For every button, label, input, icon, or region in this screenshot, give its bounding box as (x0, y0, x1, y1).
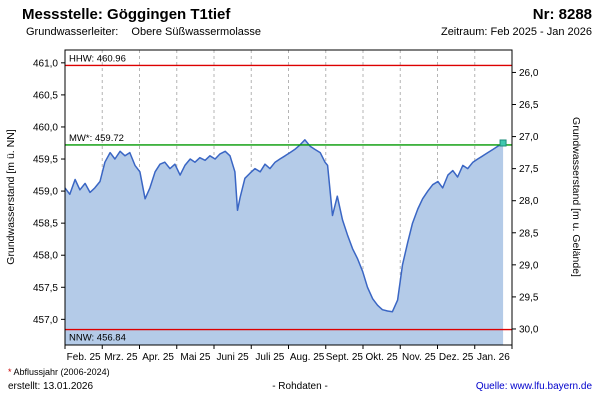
refline-label-nnw: NNW: 456.84 (69, 333, 126, 344)
x-tick-label: Sept. 25 (326, 352, 364, 363)
left-tick-label: 458,0 (33, 251, 58, 262)
footnote-text: Abflussjahr (2006-2024) (13, 367, 110, 377)
footnote: * Abflussjahr (2006-2024) (8, 367, 110, 377)
right-tick-label: 26,0 (519, 68, 539, 79)
right-tick-label: 29,5 (519, 292, 539, 303)
right-tick-label: 29,0 (519, 260, 539, 271)
right-tick-label: 28,0 (519, 196, 539, 207)
left-tick-label: 460,0 (33, 122, 58, 133)
aquifer-line: Grundwasserleiter: Obere Süßwassermolass… (26, 26, 261, 38)
left-tick-label: 458,5 (33, 219, 58, 230)
period-label: Zeitraum: Feb 2025 - Jan 2026 (440, 26, 592, 38)
x-tick-label: Apr. 25 (142, 352, 174, 363)
x-tick-label: Nov. 25 (402, 352, 436, 363)
refline-label-mw: MW*: 459.72 (69, 133, 124, 144)
rohdaten-label: - Rohdaten - (272, 381, 328, 392)
page-title: Messstelle: Göggingen T1tief (22, 6, 231, 23)
x-tick-label: Aug. 25 (290, 352, 325, 363)
x-tick-label: Feb. 25 (67, 352, 101, 363)
x-tick-label: Mai 25 (180, 352, 210, 363)
left-axis-title: Grundwasserstand [m ü. NN] (5, 129, 17, 264)
left-tick-label: 459,5 (33, 155, 58, 166)
created-label: erstellt: 13.01.2026 (8, 381, 94, 392)
groundwater-line (64, 139, 504, 313)
left-tick-label: 461,0 (33, 58, 58, 69)
right-tick-label: 26,5 (519, 100, 539, 111)
x-tick-label: Mrz. 25 (104, 352, 138, 363)
x-tick-label: Jan. 26 (477, 352, 510, 363)
x-tick-label: Dez. 25 (439, 352, 474, 363)
x-tick-label: Juni 25 (217, 352, 250, 363)
left-tick-label: 460,5 (33, 90, 58, 101)
aquifer-value: Obere Süßwassermolasse (131, 26, 261, 38)
station-number: Nr: 8288 (532, 6, 592, 23)
latest-value-marker (499, 139, 507, 147)
right-tick-label: 30,0 (519, 324, 539, 335)
groundwater-area-fill (65, 139, 504, 345)
right-tick-label: 28,5 (519, 228, 539, 239)
right-tick-label: 27,5 (519, 164, 539, 175)
chart-plot-layer: HHW: 460.96 MW*: 459.72 NNW: 456.84 457,0 45… (33, 50, 539, 363)
footnote-asterisk: * (8, 367, 12, 377)
left-tick-label: 459,0 (33, 187, 58, 198)
source-link[interactable]: Quelle: www.lfu.bayern.de (475, 381, 592, 392)
right-axis-title: Grundwasserstand [m u. Gelände] (570, 117, 582, 277)
left-tick-label: 457,5 (33, 283, 58, 294)
right-tick-label: 27,0 (519, 132, 539, 143)
refline-label-hhw: HHW: 460.96 (69, 53, 126, 64)
plot-frame (64, 49, 513, 346)
left-tick-label: 457,0 (33, 315, 58, 326)
x-tick-label: Okt. 25 (366, 352, 399, 363)
x-tick-label: Juli 25 (255, 352, 284, 363)
aquifer-label: Grundwasserleiter: (26, 26, 119, 38)
